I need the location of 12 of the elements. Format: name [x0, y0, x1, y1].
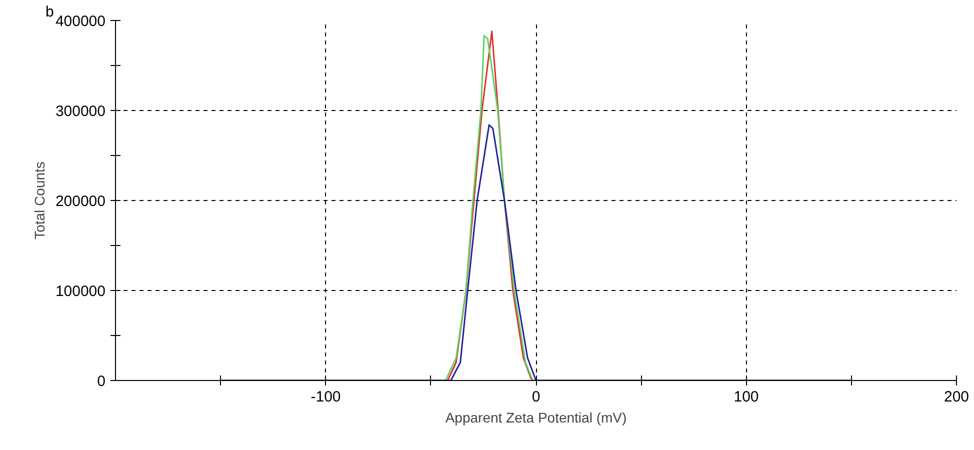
x-tick-label: 0 — [532, 388, 540, 406]
y-axis-title: Total Counts — [31, 162, 48, 240]
y-tick-label: 300000 — [55, 103, 106, 120]
x-axis-title: Apparent Zeta Potential (mV) — [445, 410, 627, 426]
y-tick-label: 0 — [97, 373, 106, 390]
y-tick-label: 100000 — [55, 283, 106, 300]
x-tick-label: 100 — [734, 388, 759, 406]
y-tick-label: 200000 — [55, 193, 106, 210]
x-tick-label: -100 — [310, 388, 341, 406]
text: b — [46, 4, 54, 20]
y-tick-label: 400000 — [55, 13, 106, 30]
x-tick-label: 200 — [944, 388, 970, 406]
